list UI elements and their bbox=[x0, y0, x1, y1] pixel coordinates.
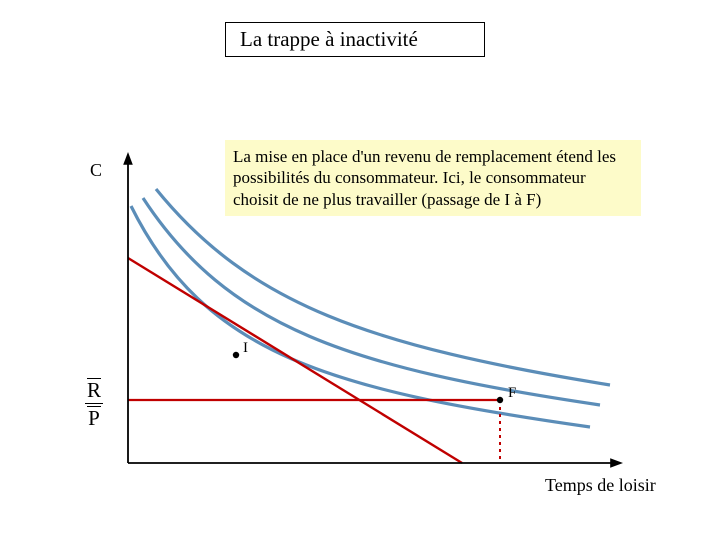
y-axis-arrow bbox=[123, 152, 133, 165]
indiff-curve-2 bbox=[143, 198, 600, 405]
label-I: I bbox=[243, 340, 248, 356]
label-F: F bbox=[508, 385, 516, 401]
point-I bbox=[233, 352, 239, 358]
economics-diagram: I F bbox=[0, 0, 720, 540]
x-axis-arrow bbox=[610, 458, 623, 468]
budget-line-diagonal bbox=[128, 258, 462, 463]
point-F bbox=[497, 397, 503, 403]
